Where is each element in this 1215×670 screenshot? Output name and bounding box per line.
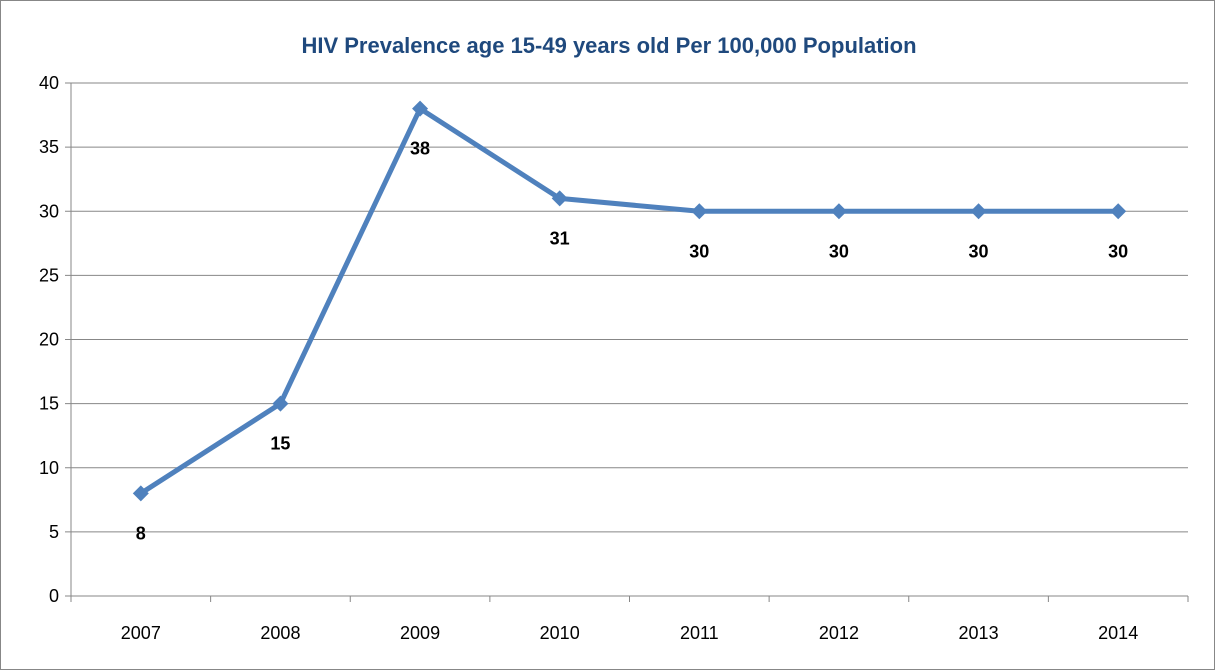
data-point-marker — [830, 203, 847, 220]
data-label: 15 — [270, 434, 290, 454]
x-tick-label: 2014 — [1098, 623, 1138, 643]
y-tick-label: 10 — [39, 458, 59, 478]
x-tick-label: 2007 — [121, 623, 161, 643]
y-tick-label: 35 — [39, 137, 59, 157]
data-labels: 8 15 38 31 30 30 30 30 — [136, 139, 1128, 544]
data-point-marker — [1110, 203, 1127, 220]
data-label: 38 — [410, 139, 430, 159]
data-point-marker — [691, 203, 708, 220]
y-tick-label: 15 — [39, 394, 59, 414]
gridlines — [71, 82, 1188, 533]
data-label: 30 — [969, 241, 989, 261]
data-point-marker — [551, 190, 568, 207]
data-label: 8 — [136, 523, 146, 543]
x-tick-label: 2012 — [819, 623, 859, 643]
series-line — [138, 106, 1121, 496]
data-label: 30 — [829, 241, 849, 261]
data-point-marker — [272, 395, 289, 412]
x-tick-label: 2009 — [400, 623, 440, 643]
y-tick-label: 5 — [49, 522, 59, 542]
y-tick-label: 20 — [39, 330, 59, 350]
data-point-marker — [132, 485, 149, 502]
data-label: 30 — [1108, 241, 1128, 261]
y-tick-label: 25 — [39, 265, 59, 285]
data-point-marker — [970, 203, 987, 220]
x-tick-label: 2013 — [959, 623, 999, 643]
x-tick-label: 2011 — [680, 623, 719, 643]
data-point-marker — [412, 100, 429, 117]
data-label: 31 — [550, 228, 570, 248]
x-tick-label: 2010 — [540, 623, 580, 643]
data-label: 30 — [689, 241, 709, 261]
chart-title: HIV Prevalence age 15-49 years old Per 1… — [301, 33, 916, 58]
series-line-group — [132, 100, 1127, 502]
x-tick-label: 2008 — [260, 623, 300, 643]
y-tick-label: 0 — [49, 586, 59, 606]
y-tick-label: 40 — [39, 73, 59, 93]
axes: 0 5 10 15 20 25 30 35 40 2007 2008 2009 2010 2011 2012… — [39, 73, 1189, 643]
y-tick-label: 30 — [39, 201, 59, 221]
